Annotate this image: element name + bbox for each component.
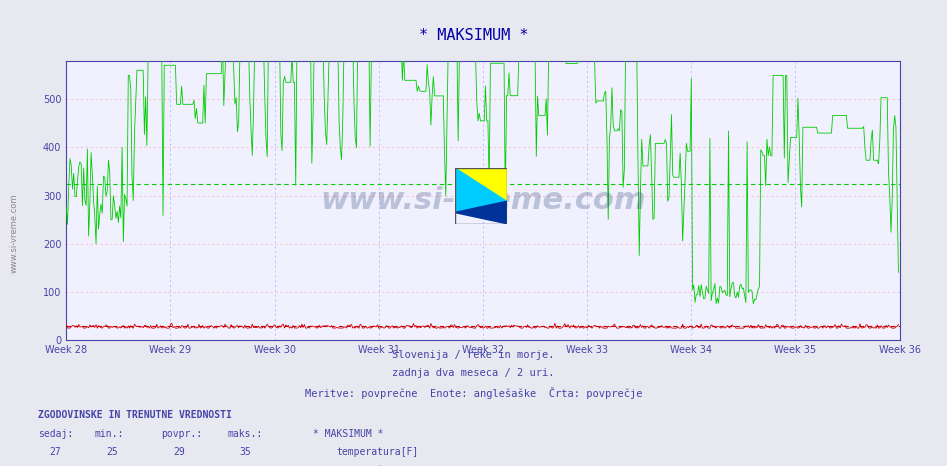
- Text: Slovenija / reke in morje.: Slovenija / reke in morje.: [392, 350, 555, 359]
- Text: ZGODOVINSKE IN TRENUTNE VREDNOSTI: ZGODOVINSKE IN TRENUTNE VREDNOSTI: [38, 410, 232, 420]
- Text: www.si-vreme.com: www.si-vreme.com: [320, 186, 646, 215]
- Text: zadnja dva meseca / 2 uri.: zadnja dva meseca / 2 uri.: [392, 368, 555, 378]
- Text: temperatura[F]: temperatura[F]: [336, 447, 419, 457]
- Text: * MAKSIMUM *: * MAKSIMUM *: [313, 429, 383, 439]
- Text: sedaj:: sedaj:: [38, 429, 73, 439]
- Text: maks.:: maks.:: [227, 429, 262, 439]
- Text: povpr.:: povpr.:: [161, 429, 202, 439]
- Text: 25: 25: [107, 447, 118, 457]
- Text: 29: 29: [173, 447, 185, 457]
- Text: Meritve: povprečne  Enote: anglešaške  Črta: povprečje: Meritve: povprečne Enote: anglešaške Črt…: [305, 387, 642, 399]
- Text: * MAKSIMUM *: * MAKSIMUM *: [419, 28, 528, 43]
- Polygon shape: [455, 168, 507, 212]
- Text: 35: 35: [240, 447, 251, 457]
- Text: min.:: min.:: [95, 429, 124, 439]
- Polygon shape: [455, 168, 507, 201]
- Text: www.si-vreme.com: www.si-vreme.com: [9, 193, 19, 273]
- Polygon shape: [455, 201, 507, 224]
- Text: 27: 27: [50, 447, 62, 457]
